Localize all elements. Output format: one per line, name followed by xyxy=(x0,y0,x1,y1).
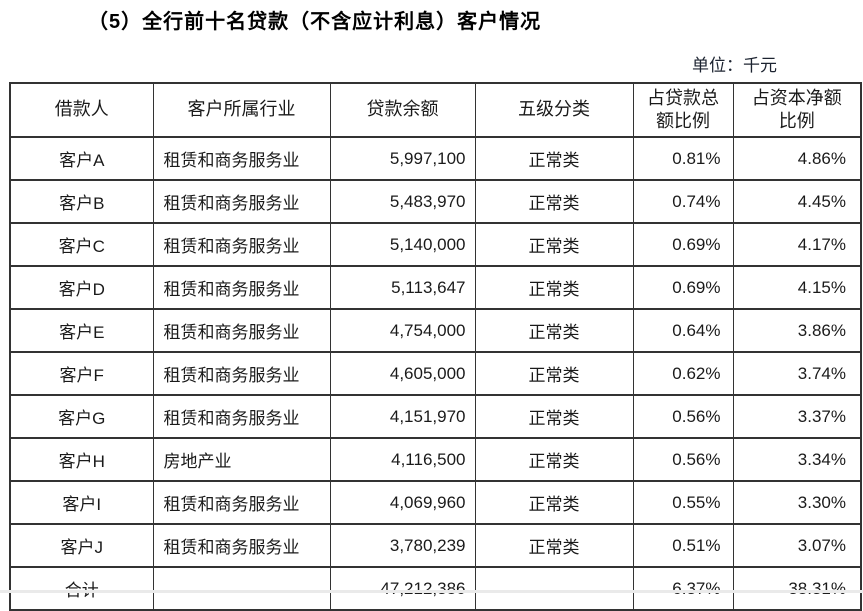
section-title: （5）全行前十名贷款（不含应计利息）客户情况 xyxy=(88,11,542,33)
cell-pct-net-capital: 4.45% xyxy=(732,179,862,224)
cell-classification: 正常类 xyxy=(474,351,634,396)
table-row: 客户G 租赁和商务服务业 4,151,970 正常类 0.56% 3.37% xyxy=(9,394,862,439)
cell-pct-total-loans: 0.81% xyxy=(632,136,734,181)
cell-borrower: 合计 xyxy=(9,566,154,611)
cell-classification: 正常类 xyxy=(474,480,634,525)
cell-pct-total-loans: 0.69% xyxy=(632,265,734,310)
header-row: 借款人 客户所属行业 贷款余额 五级分类 占贷款总 额比例 占资本净额 比例 xyxy=(9,82,862,138)
table-row: 合计 47,212,386 6.37% 38.31% xyxy=(9,566,862,611)
unit-label: 单位：千元 xyxy=(692,56,777,75)
cell-balance: 3,780,239 xyxy=(329,523,476,568)
cell-balance: 5,997,100 xyxy=(329,136,476,181)
cell-balance: 5,113,647 xyxy=(329,265,476,310)
page-bottom-edge xyxy=(0,590,863,593)
table-row: 客户B 租赁和商务服务业 5,483,970 正常类 0.74% 4.45% xyxy=(9,179,862,224)
cell-borrower: 客户H xyxy=(9,437,154,482)
cell-classification: 正常类 xyxy=(474,265,634,310)
cell-pct-net-capital: 3.86% xyxy=(732,308,862,353)
cell-pct-total-loans: 0.74% xyxy=(632,179,734,224)
column-header-borrower: 借款人 xyxy=(9,82,154,138)
column-header-classification: 五级分类 xyxy=(474,82,634,138)
cell-classification: 正常类 xyxy=(474,523,634,568)
cell-pct-net-capital: 4.15% xyxy=(732,265,862,310)
cell-pct-net-capital: 38.31% xyxy=(732,566,862,611)
cell-borrower: 客户G xyxy=(9,394,154,439)
table-row: 客户H 房地产业 4,116,500 正常类 0.56% 3.34% xyxy=(9,437,862,482)
cell-industry: 租赁和商务服务业 xyxy=(152,523,331,568)
cell-balance: 4,069,960 xyxy=(329,480,476,525)
table-row: 客户I 租赁和商务服务业 4,069,960 正常类 0.55% 3.30% xyxy=(9,480,862,525)
cell-borrower: 客户C xyxy=(9,222,154,267)
cell-borrower: 客户J xyxy=(9,523,154,568)
cell-balance: 5,483,970 xyxy=(329,179,476,224)
cell-borrower: 客户B xyxy=(9,179,154,224)
table-row: 客户C 租赁和商务服务业 5,140,000 正常类 0.69% 4.17% xyxy=(9,222,862,267)
cell-balance: 4,151,970 xyxy=(329,394,476,439)
cell-pct-net-capital: 3.74% xyxy=(732,351,862,396)
cell-classification xyxy=(474,566,634,611)
cell-balance: 4,116,500 xyxy=(329,437,476,482)
column-header-pct-net-capital: 占资本净额 比例 xyxy=(732,82,862,138)
cell-classification: 正常类 xyxy=(474,308,634,353)
cell-pct-net-capital: 3.37% xyxy=(732,394,862,439)
table-row: 客户F 租赁和商务服务业 4,605,000 正常类 0.62% 3.74% xyxy=(9,351,862,396)
column-header-industry: 客户所属行业 xyxy=(152,82,331,138)
cell-industry: 租赁和商务服务业 xyxy=(152,480,331,525)
cell-borrower: 客户I xyxy=(9,480,154,525)
cell-pct-net-capital: 4.17% xyxy=(732,222,862,267)
cell-classification: 正常类 xyxy=(474,136,634,181)
cell-industry: 租赁和商务服务业 xyxy=(152,308,331,353)
cell-balance: 4,605,000 xyxy=(329,351,476,396)
cell-borrower: 客户E xyxy=(9,308,154,353)
table-body: 客户A 租赁和商务服务业 5,997,100 正常类 0.81% 4.86% 客… xyxy=(9,136,862,611)
cell-pct-net-capital: 3.07% xyxy=(732,523,862,568)
cell-pct-total-loans: 0.55% xyxy=(632,480,734,525)
cell-industry: 房地产业 xyxy=(152,437,331,482)
cell-pct-net-capital: 4.86% xyxy=(732,136,862,181)
cell-classification: 正常类 xyxy=(474,179,634,224)
cell-classification: 正常类 xyxy=(474,222,634,267)
top-borrowers-table: 借款人 客户所属行业 贷款余额 五级分类 占贷款总 额比例 占资本净额 比例 客… xyxy=(9,82,862,611)
column-header-pct-total-loans: 占贷款总 额比例 xyxy=(632,82,734,138)
table-row: 客户E 租赁和商务服务业 4,754,000 正常类 0.64% 3.86% xyxy=(9,308,862,353)
cell-pct-total-loans: 6.37% xyxy=(632,566,734,611)
cell-industry: 租赁和商务服务业 xyxy=(152,394,331,439)
table-row: 客户J 租赁和商务服务业 3,780,239 正常类 0.51% 3.07% xyxy=(9,523,862,568)
cell-borrower: 客户F xyxy=(9,351,154,396)
cell-pct-net-capital: 3.30% xyxy=(732,480,862,525)
cell-industry: 租赁和商务服务业 xyxy=(152,136,331,181)
cell-industry: 租赁和商务服务业 xyxy=(152,265,331,310)
cell-balance: 47,212,386 xyxy=(329,566,476,611)
cell-pct-total-loans: 0.51% xyxy=(632,523,734,568)
cell-classification: 正常类 xyxy=(474,437,634,482)
cell-pct-total-loans: 0.69% xyxy=(632,222,734,267)
cell-classification: 正常类 xyxy=(474,394,634,439)
cell-balance: 4,754,000 xyxy=(329,308,476,353)
cell-pct-total-loans: 0.56% xyxy=(632,394,734,439)
cell-industry xyxy=(152,566,331,611)
cell-balance: 5,140,000 xyxy=(329,222,476,267)
cell-industry: 租赁和商务服务业 xyxy=(152,222,331,267)
cell-borrower: 客户A xyxy=(9,136,154,181)
cell-industry: 租赁和商务服务业 xyxy=(152,351,331,396)
cell-borrower: 客户D xyxy=(9,265,154,310)
table-row: 客户D 租赁和商务服务业 5,113,647 正常类 0.69% 4.15% xyxy=(9,265,862,310)
table-row: 客户A 租赁和商务服务业 5,997,100 正常类 0.81% 4.86% xyxy=(9,136,862,181)
cell-pct-total-loans: 0.56% xyxy=(632,437,734,482)
table-header: 借款人 客户所属行业 贷款余额 五级分类 占贷款总 额比例 占资本净额 比例 xyxy=(9,82,862,138)
cell-industry: 租赁和商务服务业 xyxy=(152,179,331,224)
cell-pct-total-loans: 0.64% xyxy=(632,308,734,353)
cell-pct-total-loans: 0.62% xyxy=(632,351,734,396)
cell-pct-net-capital: 3.34% xyxy=(732,437,862,482)
column-header-balance: 贷款余额 xyxy=(329,82,476,138)
